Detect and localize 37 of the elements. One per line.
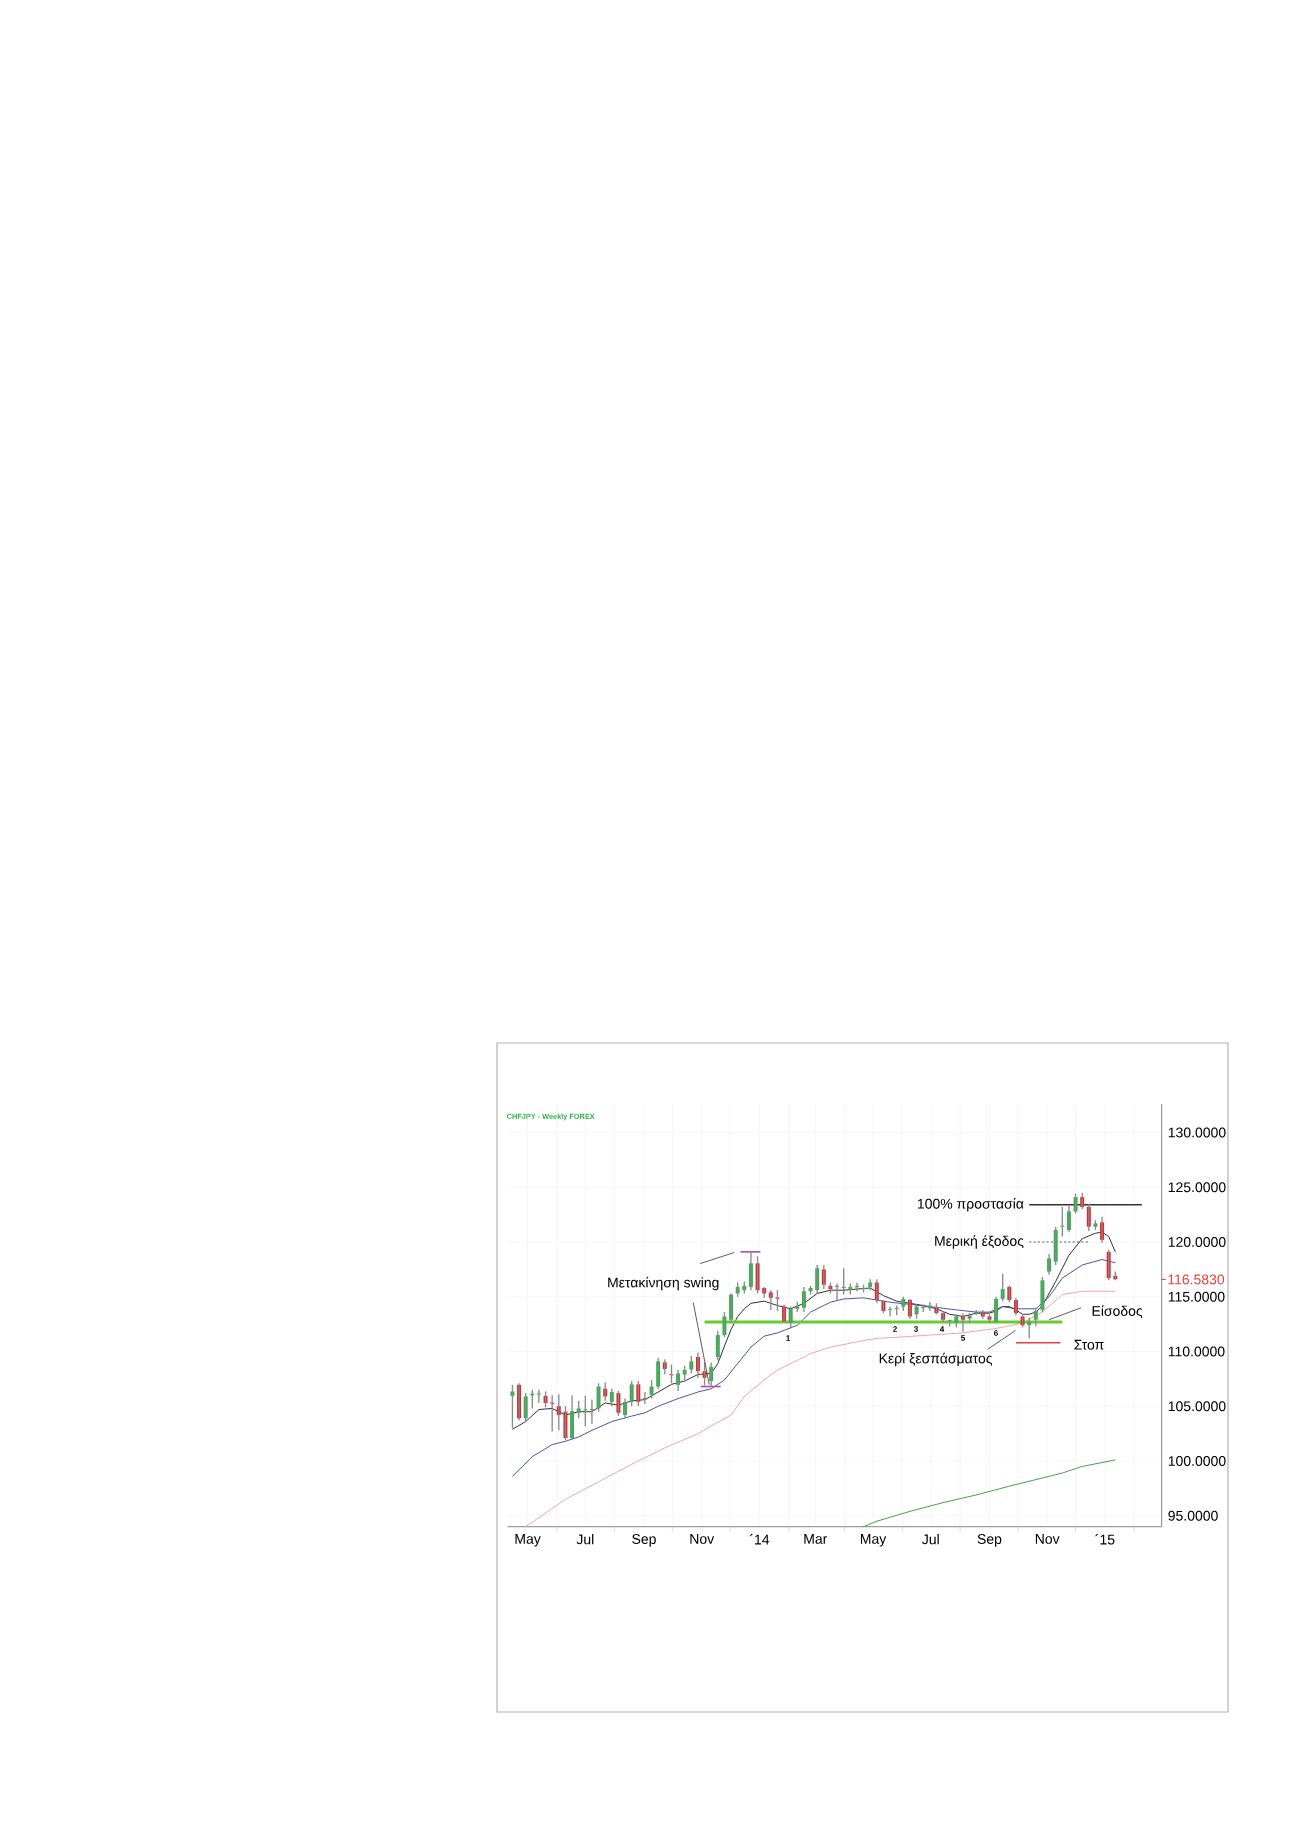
candlestick (549, 1394, 555, 1433)
x-tick-label: ´15 (1095, 1534, 1115, 1545)
annotation: 4 (939, 1326, 945, 1332)
y-tick-label: 105.0000 (1168, 1401, 1226, 1412)
y-tick-label: 120.0000 (1168, 1237, 1226, 1247)
annotation: 2 (893, 1326, 897, 1332)
annotation: 3 (913, 1326, 918, 1332)
line-series (863, 1459, 1116, 1528)
annotation: Στοπ (1074, 1339, 1104, 1350)
annotation: Μετακίνηση swing (608, 1276, 719, 1291)
annotation: Μερική έξοδος (935, 1235, 1024, 1249)
candlestick (774, 1289, 780, 1312)
annotation: 6 (994, 1330, 998, 1336)
annotation: 1 (786, 1335, 791, 1341)
y-tick-label: 110.0000 (1168, 1346, 1225, 1357)
candlestick (668, 1363, 674, 1384)
x-tick-label: May (515, 1534, 541, 1547)
y-tick-label: 125.0000 (1168, 1182, 1226, 1193)
annotation: Κερί ξεσπάσματος (879, 1352, 993, 1367)
x-tick-label: Nov (1035, 1534, 1060, 1544)
x-tick-label: Sep (977, 1534, 1002, 1547)
annotation: 100% προστασία (917, 1198, 1024, 1212)
annotation: Είσοδος (1092, 1305, 1143, 1319)
x-tick-label: ´14 (749, 1534, 770, 1545)
x-tick-label: Nov (690, 1534, 715, 1544)
annotation: 5 (961, 1335, 966, 1341)
y-tick-label: 95.0000 (1168, 1510, 1218, 1521)
ref-line-label: 116.5830 (1168, 1274, 1225, 1285)
y-tick-label: 100.0000 (1168, 1456, 1226, 1466)
candlestick (582, 1395, 588, 1428)
x-tick-label: May (860, 1534, 887, 1547)
y-tick-label: 115.0000 (1168, 1291, 1225, 1302)
x-tick-label: Mar (804, 1534, 828, 1544)
x-tick-label: Jul (922, 1534, 939, 1545)
x-tick-label: Jul (576, 1534, 594, 1545)
y-tick-label: 130.0000 (1168, 1127, 1226, 1138)
x-tick-label: Sep (632, 1534, 656, 1547)
